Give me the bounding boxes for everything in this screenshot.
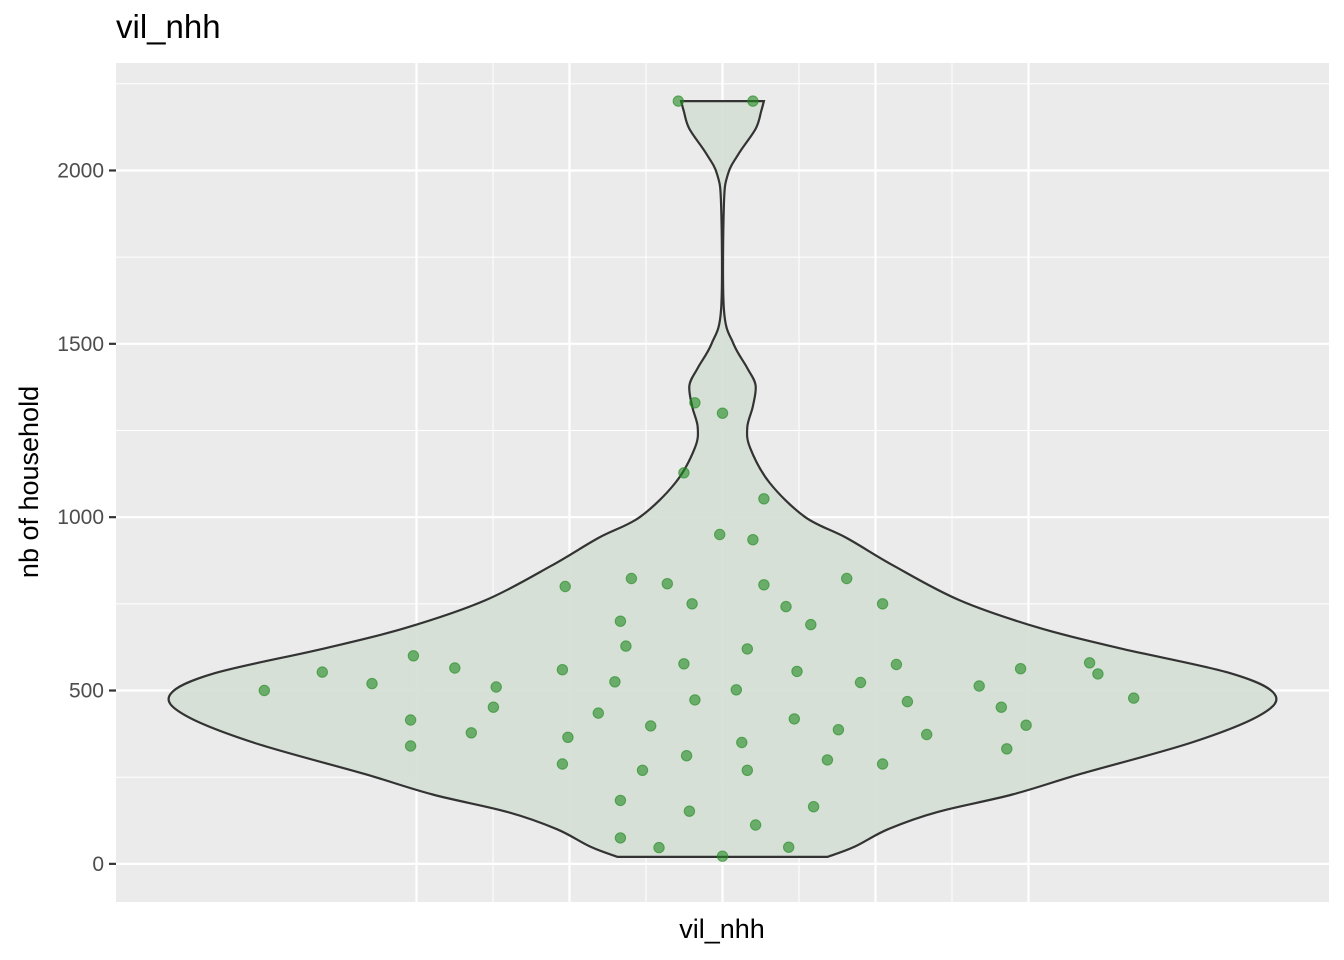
data-point bbox=[556, 664, 569, 676]
data-point bbox=[730, 684, 742, 696]
data-point bbox=[758, 493, 770, 505]
data-point bbox=[1014, 663, 1027, 675]
data-points bbox=[258, 95, 1140, 862]
data-point bbox=[841, 572, 853, 585]
data-point bbox=[636, 764, 649, 776]
data-point bbox=[749, 819, 762, 831]
y-tick-label: 1000 bbox=[57, 506, 104, 529]
violin-shape bbox=[167, 100, 1278, 858]
data-point bbox=[832, 724, 845, 736]
data-point bbox=[653, 841, 665, 854]
data-point bbox=[1083, 657, 1096, 669]
data-point bbox=[716, 850, 729, 862]
data-point bbox=[995, 701, 1007, 713]
data-point bbox=[614, 794, 627, 807]
y-tick-label: 0 bbox=[92, 853, 104, 876]
chart-title: vil_nhh bbox=[116, 8, 221, 45]
y-tick-label: 500 bbox=[69, 680, 104, 703]
data-point bbox=[780, 600, 792, 613]
data-point bbox=[1001, 743, 1013, 755]
data-point bbox=[741, 643, 753, 655]
data-point bbox=[1020, 719, 1032, 731]
data-point bbox=[614, 615, 627, 627]
data-point bbox=[747, 534, 759, 546]
data-point bbox=[1128, 692, 1140, 704]
data-point bbox=[973, 680, 985, 692]
data-point bbox=[609, 676, 621, 688]
data-point bbox=[672, 95, 684, 107]
data-point bbox=[736, 736, 748, 749]
data-point bbox=[680, 750, 693, 762]
data-point bbox=[747, 95, 759, 107]
data-point bbox=[758, 579, 770, 591]
data-point bbox=[821, 754, 834, 766]
data-point bbox=[1092, 668, 1104, 680]
data-point bbox=[783, 841, 795, 853]
data-point bbox=[465, 727, 477, 739]
data-point bbox=[890, 658, 903, 671]
data-point bbox=[876, 758, 889, 770]
data-point bbox=[716, 407, 729, 419]
data-point bbox=[559, 580, 571, 593]
data-point bbox=[407, 650, 420, 662]
data-point bbox=[876, 598, 889, 610]
y-tick-label: 2000 bbox=[57, 159, 104, 182]
data-point bbox=[625, 572, 638, 585]
data-point bbox=[854, 676, 867, 689]
data-point bbox=[678, 658, 690, 670]
data-point bbox=[678, 467, 690, 479]
data-point bbox=[683, 805, 696, 817]
x-axis-title: vil_nhh bbox=[679, 914, 765, 944]
data-point bbox=[741, 764, 753, 776]
y-axis: 0 500 1000 1500 2000 bbox=[57, 159, 116, 876]
data-point bbox=[592, 707, 604, 719]
data-point bbox=[366, 677, 378, 690]
data-point bbox=[620, 640, 632, 652]
data-point bbox=[689, 694, 701, 706]
data-point bbox=[562, 731, 574, 743]
data-point bbox=[487, 701, 500, 713]
data-point bbox=[645, 720, 657, 732]
data-point bbox=[901, 695, 914, 708]
data-point bbox=[490, 681, 502, 693]
data-point bbox=[714, 528, 726, 541]
data-point bbox=[661, 578, 673, 590]
y-tick-label: 1500 bbox=[57, 333, 104, 356]
data-point bbox=[449, 662, 461, 674]
data-point bbox=[556, 758, 569, 770]
data-point bbox=[921, 728, 933, 741]
data-point bbox=[316, 666, 328, 678]
data-point bbox=[614, 832, 627, 844]
data-point bbox=[258, 684, 270, 697]
data-point bbox=[791, 665, 803, 678]
data-point bbox=[686, 598, 698, 610]
data-point bbox=[807, 801, 820, 813]
data-point bbox=[404, 740, 417, 752]
data-point bbox=[689, 397, 701, 409]
data-point bbox=[805, 618, 817, 631]
data-point bbox=[404, 714, 417, 726]
data-point bbox=[788, 713, 800, 725]
y-axis-title: nb of household bbox=[14, 386, 44, 578]
